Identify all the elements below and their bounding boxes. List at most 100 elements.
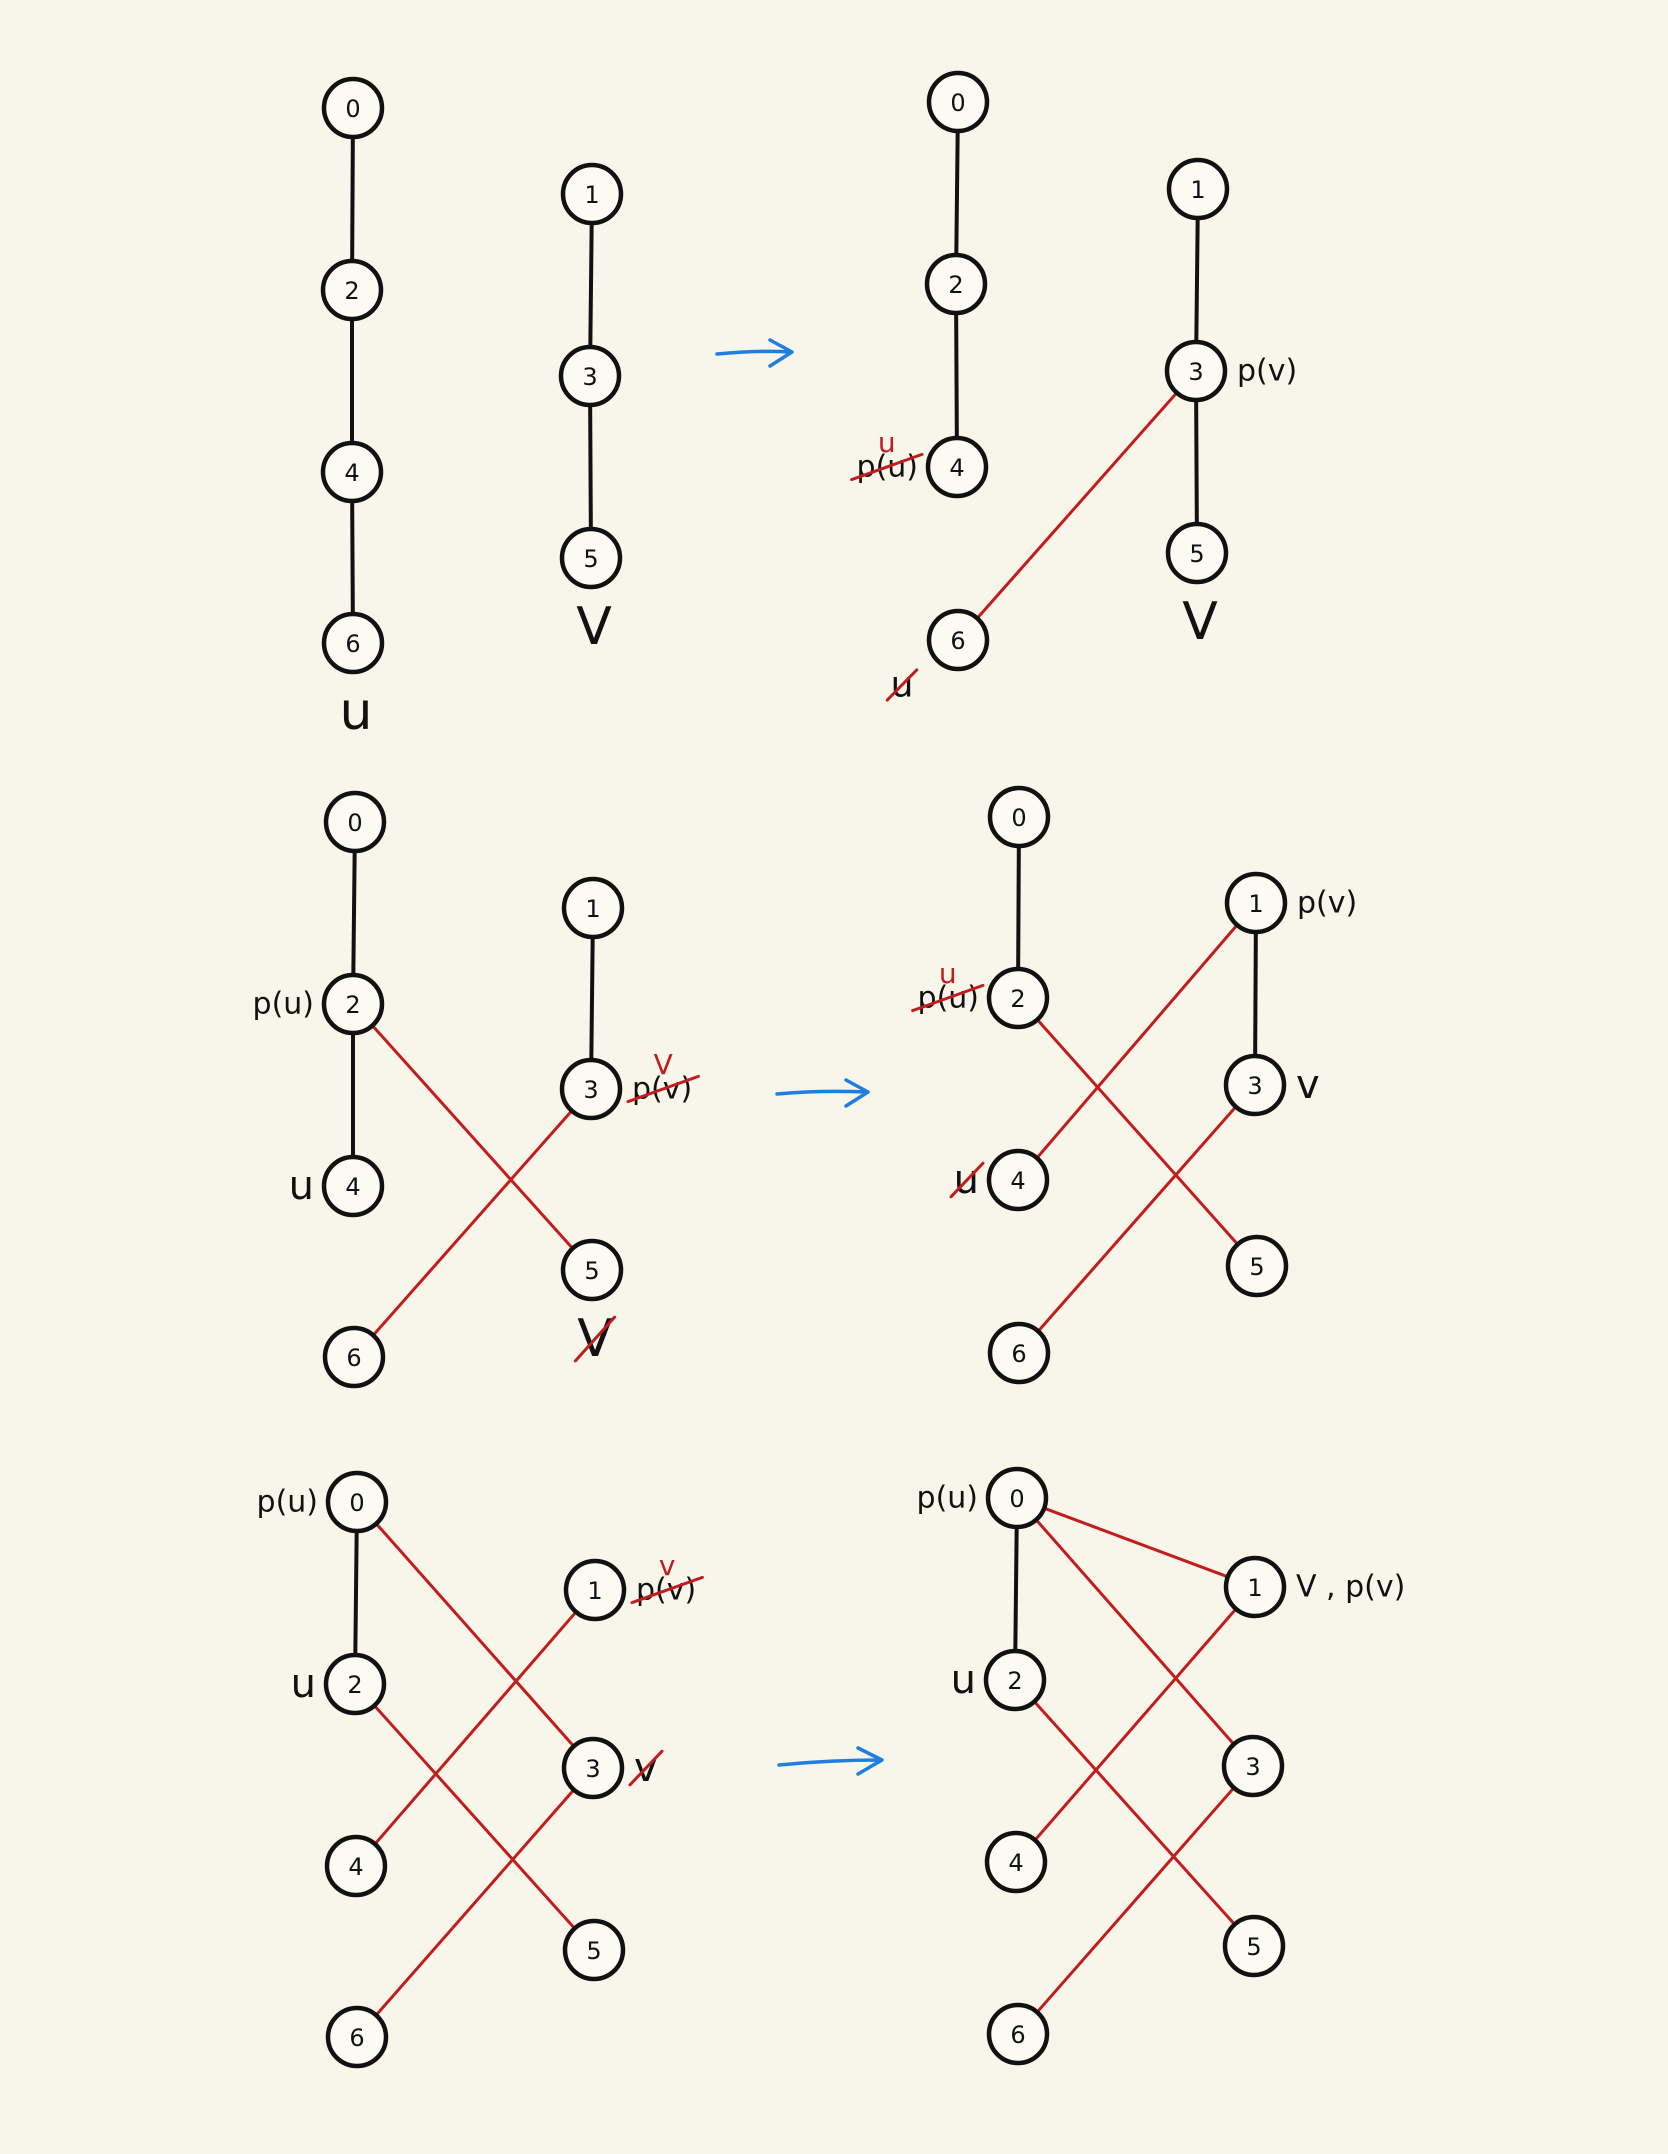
node-4: 4	[925, 435, 989, 499]
panel-annotations-step2-after: p(u)uup(v)v	[911, 886, 1357, 1203]
node-circle	[324, 1834, 388, 1898]
node-circle	[322, 1325, 386, 1389]
node-1: 1	[563, 1558, 627, 1622]
node-label: 0	[950, 89, 965, 117]
node-circle	[1222, 1914, 1286, 1978]
node-label: 6	[1010, 2021, 1025, 2049]
annotation-label: p(u)	[253, 987, 314, 1022]
node-circle	[559, 526, 623, 590]
annotations-layer: uVp(u)uup(v)Vp(u)up(v)VVp(u)uup(v)vp(u)u…	[253, 354, 1406, 1792]
node-circle	[984, 1830, 1048, 1894]
node-label: 5	[1189, 540, 1204, 568]
node-label: 3	[1247, 1072, 1262, 1100]
node-label: 4	[949, 454, 964, 482]
tree-edge	[350, 498, 355, 617]
node-label: 1	[587, 1577, 602, 1605]
panel-annotations-step3-after: p(u) u V , p(v)	[917, 1481, 1406, 1704]
link-edge	[975, 391, 1179, 620]
node-label: 4	[344, 459, 359, 487]
link-edge	[372, 1704, 577, 1930]
node-label: 5	[584, 1257, 599, 1285]
annotation-label: p(u)	[257, 1485, 318, 1520]
node-circle	[1164, 339, 1228, 403]
node-label: 0	[1011, 804, 1026, 832]
node-circle	[924, 252, 988, 316]
node-label: 1	[585, 895, 600, 923]
link-edge	[374, 1522, 576, 1748]
node-2: 2	[983, 1648, 1047, 1712]
panel-nodes-step1-after: 0 1 2 3 4 5 6	[924, 70, 1230, 672]
node-label: 4	[1008, 1849, 1023, 1877]
panel-step1-before	[350, 134, 594, 617]
node-label: 5	[1246, 1933, 1261, 1961]
link-edge	[371, 1109, 574, 1337]
node-label: 3	[585, 1755, 600, 1783]
panel-nodes-step1-before: 0 1 2 3 4 5 6	[320, 76, 624, 675]
node-5: 5	[1165, 521, 1229, 585]
node-2: 2	[986, 966, 1050, 1030]
node-label: 1	[1248, 890, 1263, 918]
node-3: 3	[558, 344, 622, 408]
node-circle	[321, 1154, 385, 1218]
node-circle	[560, 1238, 624, 1302]
strike-mark	[911, 983, 985, 1013]
panel-step1-after	[954, 128, 1200, 620]
node-circle	[1221, 1734, 1285, 1798]
node-2: 2	[320, 258, 384, 322]
strike-mark	[628, 1749, 664, 1787]
transition-arrow-icon	[777, 1746, 884, 1776]
node-circle	[320, 258, 384, 322]
strike-mark	[630, 1575, 704, 1605]
node-label: 6	[1011, 1340, 1026, 1368]
node-circle	[926, 608, 990, 672]
node-4: 4	[321, 1154, 385, 1218]
node-4: 4	[986, 1148, 1050, 1212]
correction-label: V	[654, 1048, 673, 1081]
node-circle	[561, 1736, 625, 1800]
node-circle	[320, 440, 384, 504]
link-edge	[1033, 1607, 1238, 1842]
nodes-layer: 0 1 2 3 4 5 6 0 1 2 3 4 5 6 0 1 2 3 4 5 6 0 1 2 3 4 5 6 0 1 2 3 4 5 6 0 1 2 3 4…	[320, 70, 1289, 2069]
tree-edge	[954, 310, 959, 441]
edges-layer	[350, 128, 1258, 2017]
node-2: 2	[321, 972, 385, 1036]
node-3: 3	[1164, 339, 1228, 403]
panel-step3-after	[1013, 1506, 1238, 2014]
annotation-label: u	[340, 682, 373, 742]
node-label: 3	[582, 363, 597, 391]
correction-label: u	[878, 426, 896, 459]
node-circle	[985, 1466, 1049, 1530]
tree-edge	[588, 402, 593, 532]
node-circle	[925, 435, 989, 499]
link-edge	[373, 1610, 578, 1846]
node-5: 5	[559, 526, 623, 590]
panel-step2-after	[1016, 843, 1258, 1333]
node-6: 6	[926, 608, 990, 672]
annotation-label: u	[951, 1657, 976, 1703]
node-1: 1	[560, 162, 624, 226]
node-circle	[986, 1148, 1050, 1212]
node-label: 2	[948, 271, 963, 299]
link-edge	[1035, 923, 1239, 1160]
node-label: 5	[1249, 1253, 1264, 1281]
node-label: 0	[345, 95, 360, 123]
annotation-label: v	[1296, 1062, 1320, 1108]
node-circle	[325, 1470, 389, 1534]
node-label: 0	[1009, 1485, 1024, 1513]
node-circle	[986, 966, 1050, 1030]
link-edge	[370, 1024, 575, 1250]
node-circle	[558, 344, 622, 408]
node-5: 5	[1225, 1234, 1289, 1298]
panel-annotations-step1-after: p(u)uup(v)V	[850, 354, 1297, 706]
panel-nodes-step2-before: 0 1 2 3 4 5 6	[321, 790, 625, 1389]
correction-label: u	[939, 957, 957, 990]
node-label: 2	[1007, 1667, 1022, 1695]
annotation-label: u	[291, 1661, 316, 1707]
tree-edge	[1194, 215, 1200, 345]
node-circle	[1223, 1555, 1287, 1619]
node-label: 4	[345, 1173, 360, 1201]
node-label: 1	[584, 181, 599, 209]
node-circle	[321, 972, 385, 1036]
node-circle	[323, 790, 387, 854]
node-2: 2	[323, 1652, 387, 1716]
